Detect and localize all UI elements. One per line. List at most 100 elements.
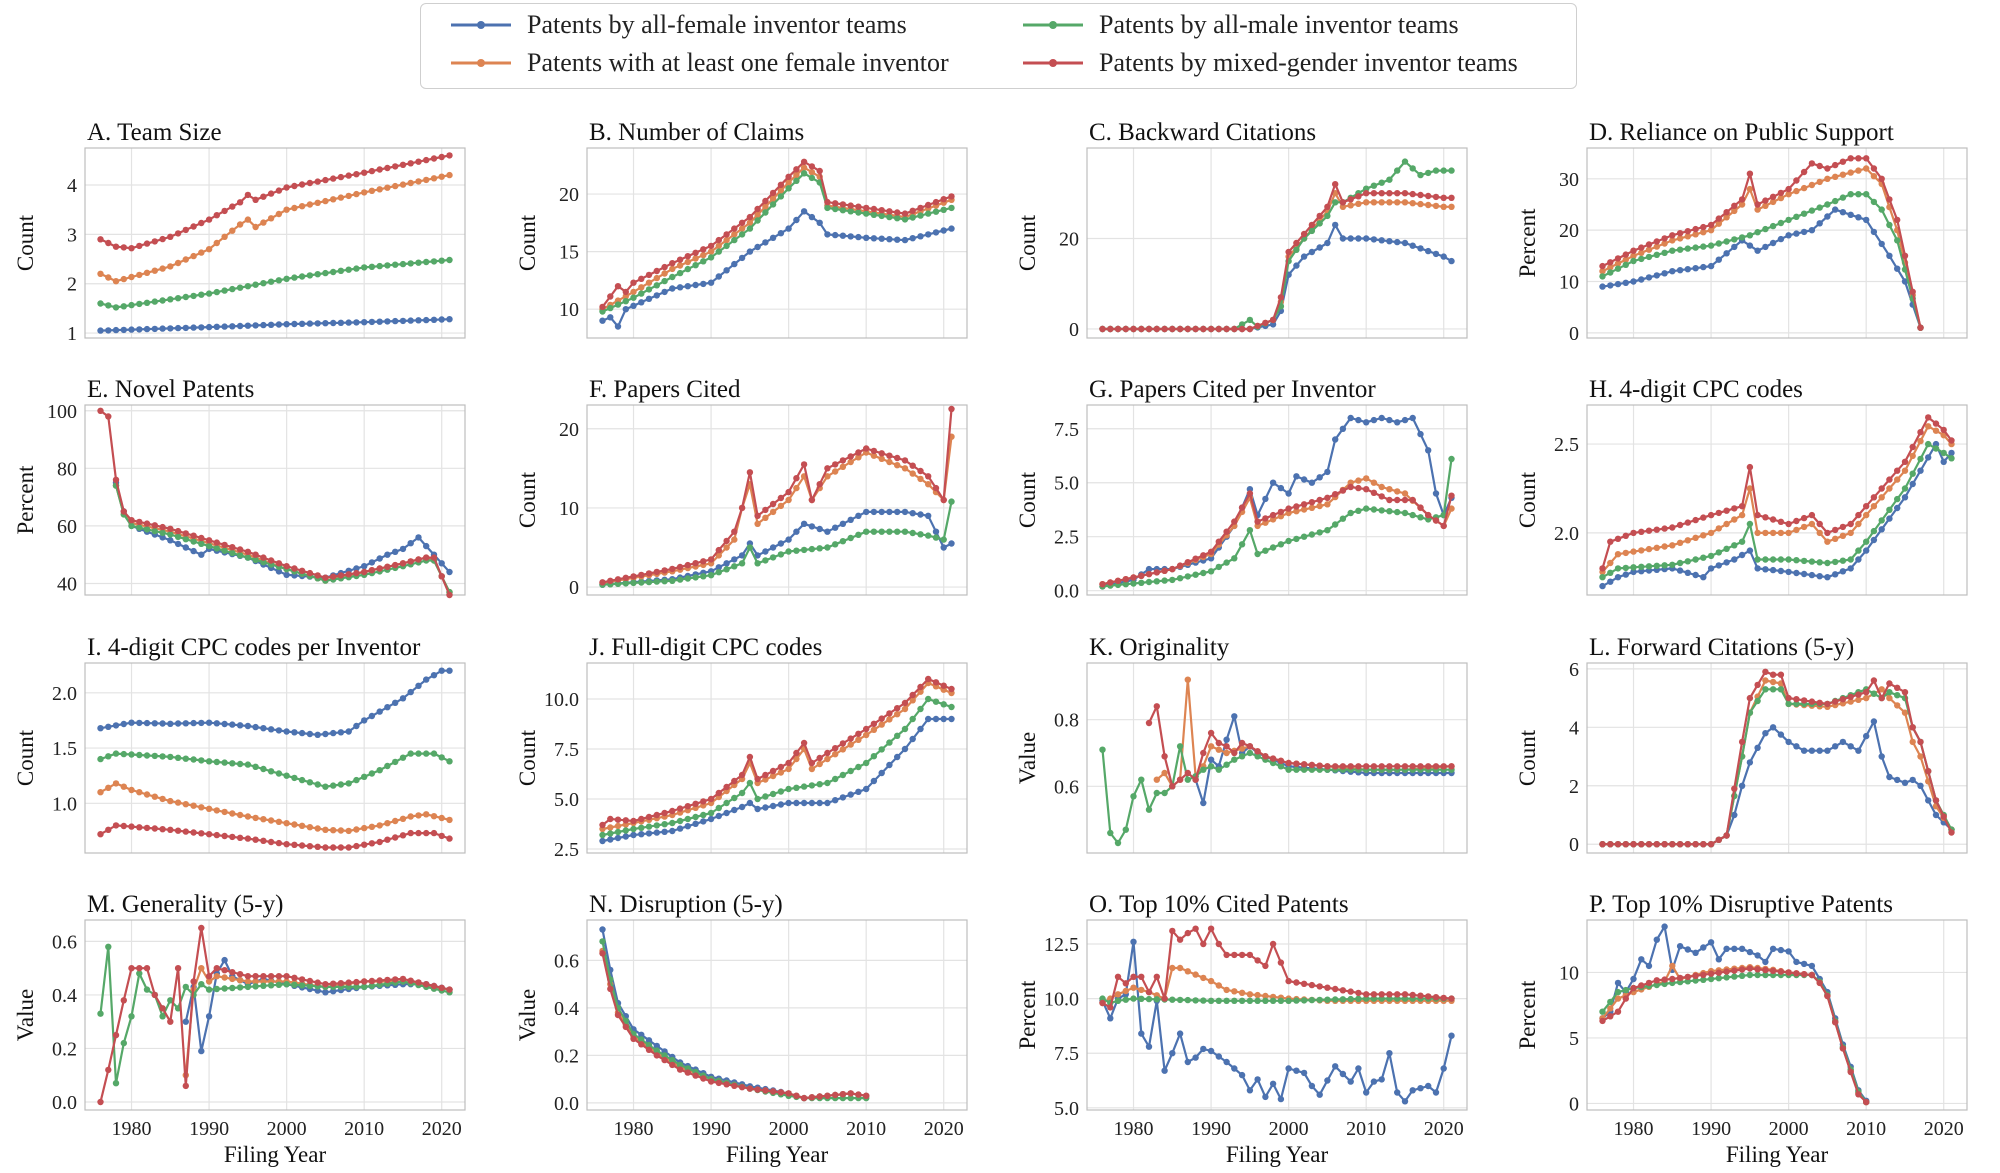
data-point-female: [1692, 571, 1699, 579]
data-point-female: [1638, 276, 1645, 283]
data-point-male: [128, 522, 135, 530]
data-point-mixed: [692, 1072, 699, 1079]
data-point-one: [159, 795, 166, 803]
data-point-male: [607, 304, 614, 312]
data-point-one: [415, 178, 422, 185]
data-point-one: [1339, 203, 1347, 210]
data-point-mixed: [1715, 969, 1723, 976]
data-point-one: [1762, 202, 1769, 209]
data-point-mixed: [738, 219, 746, 226]
data-point-female: [1847, 211, 1854, 218]
data-point-female: [1808, 747, 1816, 754]
data-point-mixed: [376, 565, 383, 572]
data-point-male: [1839, 557, 1847, 564]
data-point-female: [1363, 419, 1370, 426]
data-point-mixed: [917, 204, 924, 212]
data-point-female: [925, 231, 932, 238]
data-point-male: [1184, 573, 1192, 580]
data-point-female: [1746, 948, 1754, 956]
data-point-one: [1355, 477, 1362, 484]
data-point-one: [894, 462, 901, 469]
data-point-mixed: [1638, 244, 1645, 251]
data-point-mixed: [314, 572, 321, 579]
data-point-mixed: [1824, 700, 1831, 708]
data-point-male: [423, 258, 430, 266]
data-point-mixed: [97, 407, 104, 414]
data-point-mixed: [298, 567, 306, 574]
data-point-female: [878, 769, 885, 777]
data-point-female: [832, 231, 839, 239]
data-point-female: [1870, 228, 1878, 236]
data-point-mixed: [1676, 841, 1684, 848]
data-point-one: [112, 780, 120, 787]
data-point-female: [1940, 458, 1947, 465]
data-point-one: [886, 458, 893, 466]
y-axis-label: Count: [1015, 214, 1040, 271]
legend-swatch-male: [1023, 21, 1083, 29]
data-point-one: [630, 288, 637, 296]
data-point-female: [1630, 568, 1637, 576]
data-point-mixed: [622, 817, 629, 824]
data-point-one: [1839, 171, 1847, 178]
data-point-mixed: [661, 263, 668, 271]
data-point-female: [1207, 756, 1215, 763]
data-point-mixed: [1432, 193, 1440, 201]
data-point-mixed: [1723, 968, 1730, 975]
x-tick-label: 2010: [1346, 1118, 1386, 1140]
data-point-female: [1661, 270, 1668, 277]
data-point-female: [267, 321, 275, 328]
data-point-male: [645, 1041, 653, 1049]
data-point-one: [1932, 427, 1940, 434]
series-line-mixed: [1602, 670, 1953, 846]
data-point-female: [1223, 736, 1230, 743]
data-point-mixed: [1777, 968, 1785, 975]
data-point-female: [1754, 952, 1761, 959]
data-point-mixed: [407, 558, 414, 565]
data-point-mixed: [692, 560, 699, 567]
data-point-one: [707, 248, 715, 255]
data-point-male: [917, 705, 924, 713]
data-point-female: [415, 682, 422, 689]
data-point-female: [1409, 242, 1416, 249]
data-point-mixed: [1785, 520, 1792, 528]
data-point-mixed: [1676, 521, 1684, 529]
data-point-female: [392, 317, 399, 325]
data-point-male: [847, 534, 854, 542]
data-point-mixed: [808, 1094, 816, 1101]
data-point-mixed: [839, 740, 847, 747]
data-point-mixed: [1277, 757, 1285, 764]
data-point-female: [1231, 1065, 1238, 1072]
data-point-male: [754, 795, 761, 803]
data-point-female: [1894, 265, 1901, 272]
data-point-mixed: [438, 984, 445, 991]
data-point-male: [1870, 527, 1878, 535]
data-point-male: [430, 750, 438, 757]
data-point-one: [298, 203, 306, 210]
data-point-mixed: [638, 571, 645, 579]
panel-title: D. Reliance on Public Support: [1589, 119, 1894, 146]
data-point-mixed: [855, 1091, 862, 1098]
data-point-male: [638, 579, 645, 586]
data-point-female: [1684, 266, 1692, 273]
y-tick-label: 2: [1569, 776, 1579, 798]
data-point-mixed: [1863, 155, 1870, 162]
data-point-mixed: [1386, 763, 1393, 770]
data-point-mixed: [1223, 325, 1230, 333]
data-point-one: [1676, 539, 1684, 546]
data-point-female: [112, 326, 120, 334]
data-point-one: [723, 236, 730, 244]
data-point-female: [1878, 240, 1885, 248]
data-point-male: [1816, 559, 1823, 566]
data-point-male: [1607, 269, 1614, 276]
data-point-mixed: [1731, 202, 1738, 209]
data-point-mixed: [1145, 719, 1153, 727]
data-point-one: [1878, 494, 1885, 501]
data-point-mixed: [1448, 194, 1455, 201]
data-point-female: [1769, 239, 1777, 247]
data-point-mixed: [1401, 496, 1409, 504]
data-point-male: [863, 759, 870, 767]
data-point-mixed: [1254, 518, 1261, 525]
data-point-male: [361, 773, 368, 780]
data-point-female: [1785, 738, 1792, 746]
data-point-female: [917, 233, 924, 240]
